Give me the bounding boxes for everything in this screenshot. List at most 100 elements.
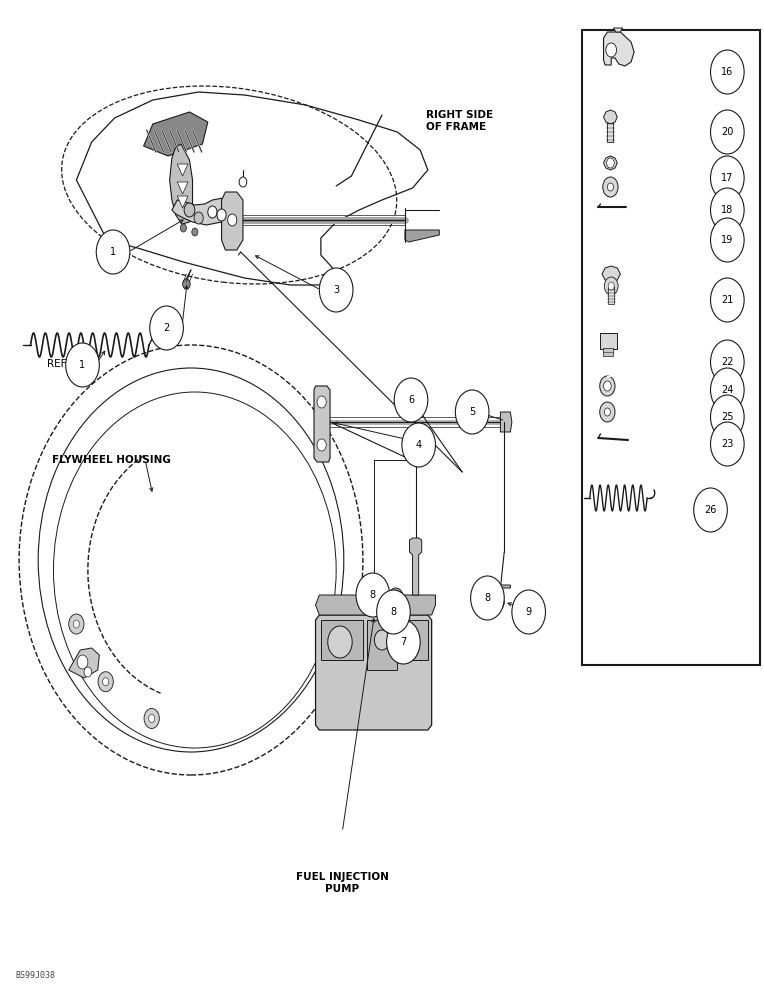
Circle shape xyxy=(711,188,744,232)
Text: 1: 1 xyxy=(79,360,86,370)
Polygon shape xyxy=(604,32,634,66)
Bar xyxy=(608,286,614,304)
Text: 18: 18 xyxy=(721,205,733,215)
Circle shape xyxy=(608,282,614,290)
Polygon shape xyxy=(69,648,99,678)
Text: 5: 5 xyxy=(469,407,475,417)
Polygon shape xyxy=(177,164,188,176)
Text: 2: 2 xyxy=(163,323,170,333)
Circle shape xyxy=(711,156,744,200)
Text: 22: 22 xyxy=(721,357,733,367)
Circle shape xyxy=(77,655,88,669)
Circle shape xyxy=(694,488,727,532)
Bar xyxy=(321,620,363,660)
Polygon shape xyxy=(144,112,208,156)
Circle shape xyxy=(208,206,217,218)
Circle shape xyxy=(711,395,744,439)
Circle shape xyxy=(603,177,618,197)
Circle shape xyxy=(387,620,420,664)
Circle shape xyxy=(455,390,489,434)
Text: 23: 23 xyxy=(721,439,733,449)
Circle shape xyxy=(98,672,113,692)
Circle shape xyxy=(96,230,130,274)
Circle shape xyxy=(394,378,428,422)
Circle shape xyxy=(388,588,403,608)
Circle shape xyxy=(317,439,326,451)
Polygon shape xyxy=(177,182,188,194)
Circle shape xyxy=(471,576,504,620)
Circle shape xyxy=(604,408,610,416)
Polygon shape xyxy=(500,412,512,432)
Text: 8: 8 xyxy=(484,593,490,603)
Polygon shape xyxy=(604,156,617,170)
Polygon shape xyxy=(405,230,439,242)
Circle shape xyxy=(369,593,377,603)
Polygon shape xyxy=(177,196,188,208)
Circle shape xyxy=(711,110,744,154)
Text: 21: 21 xyxy=(721,295,733,305)
Circle shape xyxy=(600,376,615,396)
Circle shape xyxy=(604,277,618,295)
Circle shape xyxy=(711,368,744,412)
Text: 4: 4 xyxy=(416,440,422,450)
Circle shape xyxy=(414,404,423,416)
Text: 8: 8 xyxy=(370,590,376,600)
Text: 3: 3 xyxy=(333,285,339,295)
Polygon shape xyxy=(410,538,422,595)
Circle shape xyxy=(512,590,545,634)
Circle shape xyxy=(711,50,744,94)
Circle shape xyxy=(600,402,615,422)
Polygon shape xyxy=(485,582,510,592)
Text: 26: 26 xyxy=(704,505,717,515)
Circle shape xyxy=(604,381,611,391)
Circle shape xyxy=(711,218,744,262)
Polygon shape xyxy=(613,28,623,32)
Circle shape xyxy=(317,396,326,408)
Polygon shape xyxy=(314,386,330,462)
Text: 24: 24 xyxy=(721,385,733,395)
Polygon shape xyxy=(222,192,243,250)
Text: BS99J038: BS99J038 xyxy=(15,971,55,980)
Circle shape xyxy=(392,593,400,603)
Circle shape xyxy=(180,224,186,232)
Polygon shape xyxy=(316,615,432,730)
Circle shape xyxy=(319,268,353,312)
Text: 1: 1 xyxy=(110,247,116,257)
Polygon shape xyxy=(602,266,620,282)
Bar xyxy=(607,123,613,142)
Circle shape xyxy=(66,343,99,387)
Circle shape xyxy=(192,228,198,236)
Text: 17: 17 xyxy=(721,173,733,183)
Text: 25: 25 xyxy=(721,412,733,422)
Text: 7: 7 xyxy=(400,637,406,647)
Polygon shape xyxy=(170,144,193,224)
Bar xyxy=(401,620,428,660)
Circle shape xyxy=(73,620,79,628)
Text: FUEL INJECTION
PUMP: FUEL INJECTION PUMP xyxy=(296,872,389,894)
Circle shape xyxy=(387,632,407,658)
Polygon shape xyxy=(604,110,617,124)
Text: 16: 16 xyxy=(721,67,733,77)
Circle shape xyxy=(102,678,108,686)
Circle shape xyxy=(402,423,435,467)
Bar xyxy=(367,620,397,670)
Circle shape xyxy=(607,158,614,168)
Circle shape xyxy=(228,214,237,226)
Circle shape xyxy=(365,588,380,608)
Bar xyxy=(582,30,760,665)
Circle shape xyxy=(194,212,203,224)
Text: RIGHT SIDE
OF FRAME: RIGHT SIDE OF FRAME xyxy=(426,110,494,132)
Circle shape xyxy=(84,667,92,677)
Circle shape xyxy=(496,599,500,605)
Circle shape xyxy=(217,209,226,221)
Circle shape xyxy=(606,43,617,57)
Circle shape xyxy=(150,306,183,350)
Text: 20: 20 xyxy=(721,127,733,137)
Text: 8: 8 xyxy=(390,607,397,617)
Polygon shape xyxy=(172,198,237,225)
Circle shape xyxy=(328,626,352,658)
Text: 9: 9 xyxy=(526,607,532,617)
Circle shape xyxy=(711,278,744,322)
Circle shape xyxy=(374,630,390,650)
Circle shape xyxy=(492,594,504,610)
